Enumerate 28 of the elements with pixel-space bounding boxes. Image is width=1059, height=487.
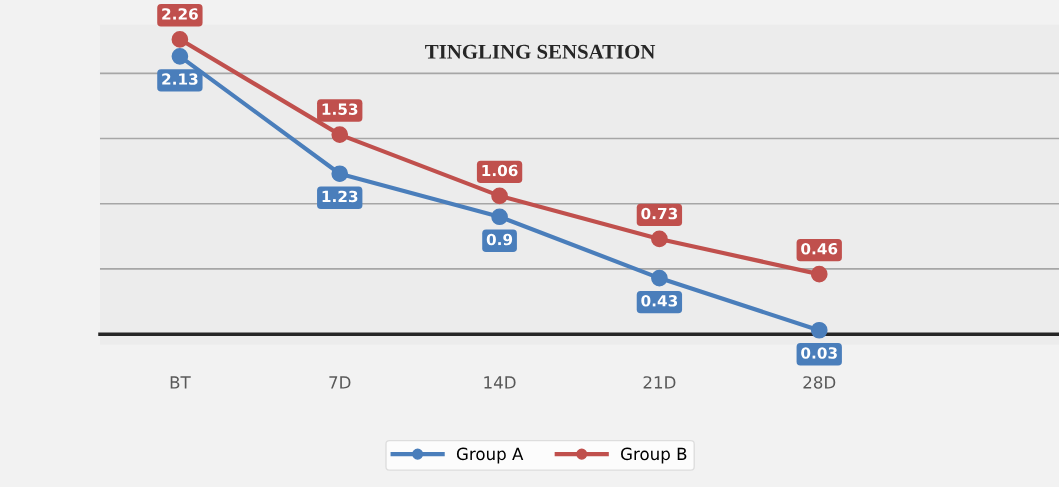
x-tick-label: 7D [329,376,351,389]
point [651,269,668,287]
point [171,48,189,65]
point [810,265,828,283]
point [491,208,508,226]
point [171,31,189,48]
point [491,187,508,205]
x-tick-label: 14D [484,376,516,389]
data-label: 1.06 [482,164,518,177]
x-tick-label: 28D [803,376,836,389]
data-label: 0.73 [641,207,678,220]
data-label: 0.03 [801,347,837,359]
x-tick-label: BT [170,376,191,389]
x-tick-label: 21D [643,376,676,389]
point [331,165,349,183]
data-label: 0.46 [801,242,838,255]
data-label: 0.43 [641,295,678,307]
legend-label: Group A [456,447,524,464]
point [651,230,668,248]
point [810,321,828,339]
data-label: 1.53 [322,103,358,115]
data-label: 2.26 [162,8,198,20]
chart-title: TINGLING SENSATION [425,44,656,59]
point [331,126,349,143]
data-label: 2.13 [162,73,198,85]
legend-label: Group B [621,447,687,464]
data-label: 1.23 [322,190,358,203]
data-label: 0.9 [486,233,513,246]
